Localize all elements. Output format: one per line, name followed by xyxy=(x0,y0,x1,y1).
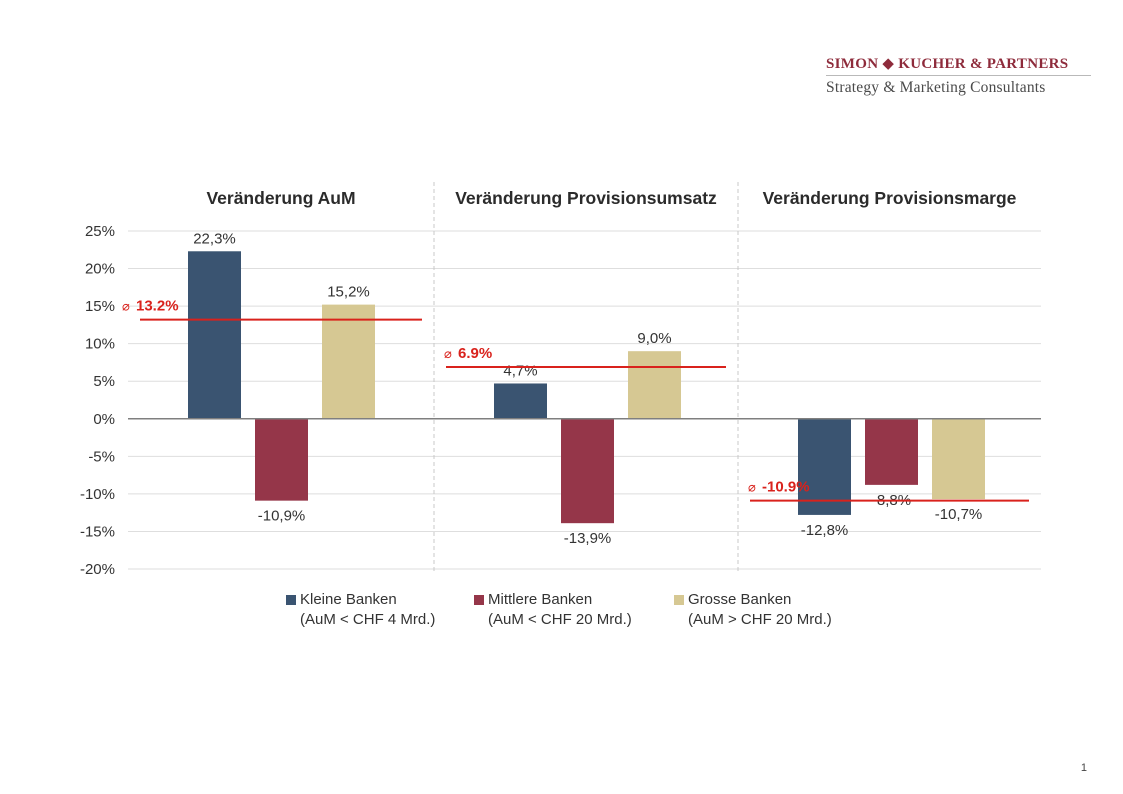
data-label: 15,2% xyxy=(327,284,370,301)
data-label: -10,9% xyxy=(258,508,306,525)
y-tick-label: 25% xyxy=(85,223,115,240)
average-symbol: ⌀ xyxy=(122,300,130,315)
average-label: 13.2% xyxy=(136,298,179,315)
legend-sublabel: (AuM < CHF 4 Mrd.) xyxy=(300,611,436,628)
legend-swatch-mittlere xyxy=(474,595,484,605)
legend-item-grosse-banken: Grosse Banken (AuM > CHF 20 Mrd.) xyxy=(674,590,832,630)
legend-sublabel: (AuM > CHF 20 Mrd.) xyxy=(688,611,832,628)
bar-grosse xyxy=(628,351,681,419)
panel-title: Veränderung Provisionsmarge xyxy=(763,188,1017,208)
legend-label: Grosse Banken xyxy=(688,591,792,608)
bar-mittlere xyxy=(561,418,614,524)
y-tick-label: -15% xyxy=(80,523,115,540)
average-symbol: ⌀ xyxy=(444,347,452,362)
y-tick-label: -10% xyxy=(80,486,115,503)
chart-legend: Kleine Banken (AuM < CHF 4 Mrd.) Mittler… xyxy=(286,590,886,632)
y-tick-label: 0% xyxy=(93,411,115,428)
bar-kleine xyxy=(188,251,241,419)
average-label: 6.9% xyxy=(458,345,492,362)
company-tagline: Strategy & Marketing Consultants xyxy=(826,79,1046,96)
y-tick-label: 5% xyxy=(93,373,115,390)
panel-title: Veränderung Provisionsumsatz xyxy=(455,188,717,208)
y-tick-label: -20% xyxy=(80,561,115,578)
bar-kleine xyxy=(494,383,547,419)
bar-mittlere xyxy=(865,418,918,485)
y-tick-label: 10% xyxy=(85,336,115,353)
data-label: 9,0% xyxy=(637,330,671,347)
brand-header: SIMON ◆ KUCHER & PARTNERS Strategy & Mar… xyxy=(826,54,1091,98)
legend-swatch-grosse xyxy=(674,595,684,605)
company-name: SIMON ◆ KUCHER & PARTNERS xyxy=(826,56,1069,72)
y-tick-label: -5% xyxy=(88,448,115,465)
data-label: 4,7% xyxy=(503,362,537,379)
legend-item-kleine-banken: Kleine Banken (AuM < CHF 4 Mrd.) xyxy=(286,590,435,630)
y-tick-label: 15% xyxy=(85,298,115,315)
average-label: -10.9% xyxy=(762,479,810,496)
panel-title: Veränderung AuM xyxy=(206,188,355,208)
bar-kleine xyxy=(798,418,851,515)
bar-grosse xyxy=(322,304,375,419)
legend-sublabel: (AuM < CHF 20 Mrd.) xyxy=(488,611,632,628)
bar-mittlere xyxy=(255,418,308,501)
legend-label: Mittlere Banken xyxy=(488,591,593,608)
brand-divider xyxy=(826,75,1091,76)
data-label: -12,8% xyxy=(801,522,849,539)
data-label: -13,9% xyxy=(564,530,612,547)
legend-label: Kleine Banken xyxy=(300,591,397,608)
legend-swatch-kleine xyxy=(286,595,296,605)
bar-grosse xyxy=(932,418,985,500)
y-tick-label: 20% xyxy=(85,261,115,278)
data-label: 22,3% xyxy=(193,230,236,247)
page-number: 1 xyxy=(1080,762,1087,774)
data-label: -10,7% xyxy=(935,506,983,523)
legend-item-mittlere-banken: Mittlere Banken (AuM < CHF 20 Mrd.) xyxy=(474,590,632,630)
average-symbol: ⌀ xyxy=(748,481,756,496)
